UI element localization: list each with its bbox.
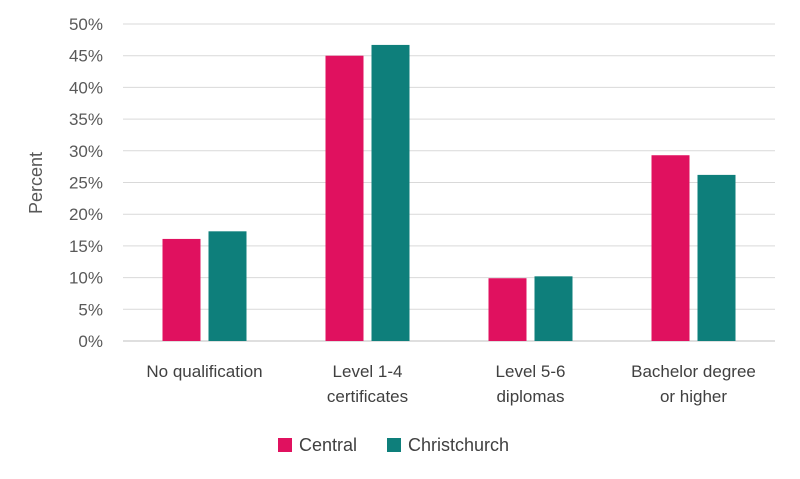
y-axis-title: Percent [26,152,46,214]
x-tick-label: No qualification [146,362,262,381]
y-tick-label: 45% [69,47,103,66]
bar [208,231,247,341]
x-tick-label: Level 5-6 diplomas [496,362,566,406]
y-tick-label: 35% [69,110,103,129]
bars [162,44,736,342]
y-axis-ticks: 0% 5% 10% 15% 20% 25% 30% 35% 40% 45% 50% [69,15,103,351]
y-tick-label: 15% [69,237,103,256]
y-tick-label: 20% [69,205,103,224]
x-tick-label: Level 1-4 certificates [327,362,408,406]
x-tick-label: Bachelor degree or higher [631,362,756,406]
x-axis-labels: No qualification Level 1-4 certificates Lev… [146,362,756,406]
y-tick-label: 50% [69,15,103,34]
bar [325,55,364,341]
bar [697,174,736,341]
y-tick-label: 25% [69,174,103,193]
bar [651,155,690,341]
legend: Central Christchurch [278,435,509,455]
bar [488,278,527,341]
legend-label: Christchurch [408,435,509,455]
y-tick-label: 40% [69,78,103,97]
y-tick-label: 30% [69,142,103,161]
y-tick-label: 0% [78,332,103,351]
y-tick-label: 10% [69,269,103,288]
legend-label: Central [299,435,357,455]
legend-swatch [278,438,292,452]
bar [534,276,573,341]
bar [371,44,410,342]
legend-swatch [387,438,401,452]
bar [162,238,201,341]
y-tick-label: 5% [78,300,103,319]
